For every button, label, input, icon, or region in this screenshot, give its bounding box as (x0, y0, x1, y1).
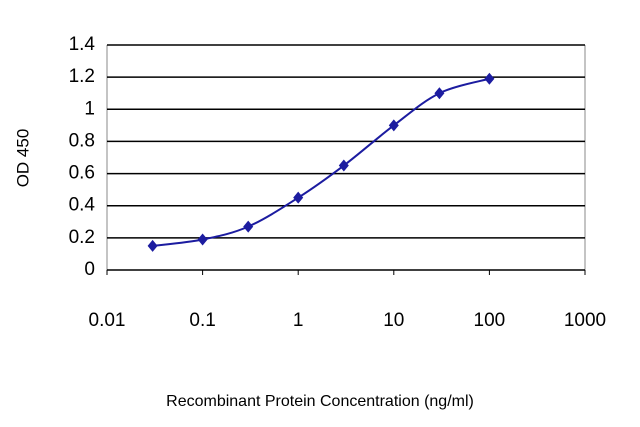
data-point (388, 119, 399, 132)
y-tick-label: 0.2 (69, 227, 95, 248)
data-point (338, 159, 349, 172)
data-point (293, 191, 304, 204)
data-point (197, 233, 208, 246)
y-tick-label: 0.6 (69, 163, 95, 184)
x-tick-label: 100 (474, 310, 506, 331)
data-point (484, 72, 495, 85)
y-axis-label: OD 450 (13, 129, 32, 188)
y-tick-label: 0.4 (69, 195, 96, 216)
y-tick-label: 0 (84, 259, 95, 280)
data-line (152, 77, 490, 247)
data-point (243, 220, 254, 233)
x-tick-label: 1 (293, 310, 304, 331)
x-tick-label: 0.1 (189, 310, 215, 331)
y-tick-label: 0.8 (69, 130, 95, 151)
x-tick-label: 0.01 (89, 310, 126, 331)
y-tick-label: 1.2 (69, 66, 95, 87)
data-point (434, 87, 445, 100)
x-axis-label: Recombinant Protein Concentration (ng/ml… (166, 393, 474, 410)
x-tick-label: 1000 (564, 310, 606, 331)
x-tick-label: 10 (383, 310, 404, 331)
y-tick-label: 1 (84, 98, 95, 119)
y-tick-label: 1.4 (69, 34, 96, 55)
data-point (147, 239, 158, 252)
